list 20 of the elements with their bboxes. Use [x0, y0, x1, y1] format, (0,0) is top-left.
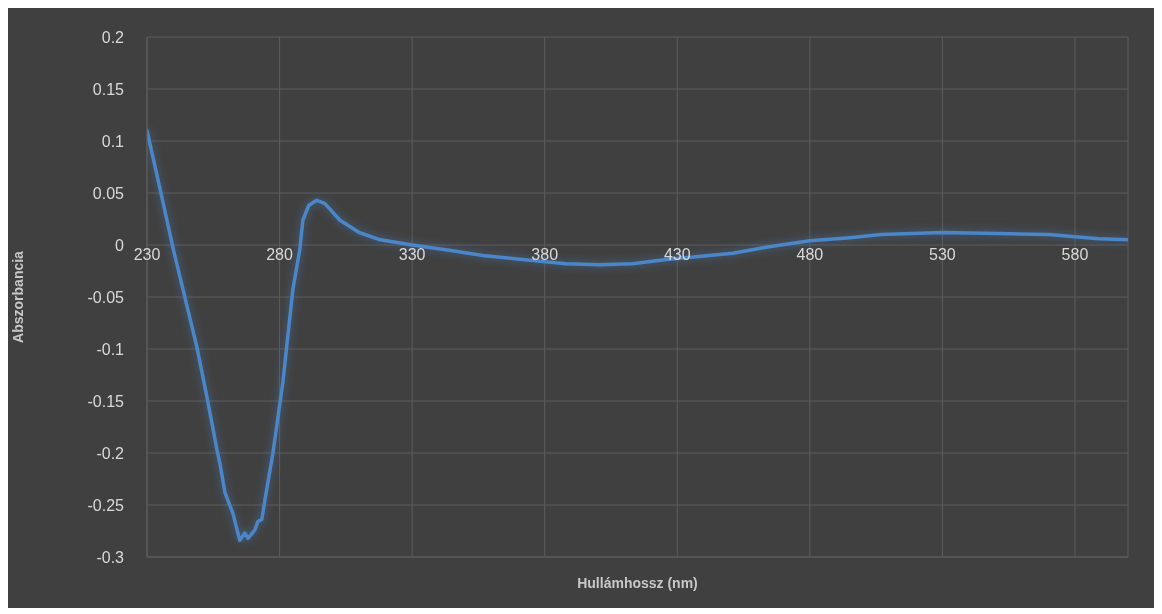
y-tick-label: 0.05: [92, 184, 125, 202]
x-tick-label: 480: [796, 246, 824, 263]
y-tick-label: -0.1: [96, 340, 125, 358]
y-tick-label: 0.15: [92, 80, 125, 98]
y-tick-label: 0.1: [101, 132, 125, 150]
x-tick-label: 230: [133, 246, 161, 263]
y-axis-title: Abszorbancia: [10, 250, 26, 343]
y-tick-label: 0: [115, 236, 125, 254]
y-tick-label: 0.2: [101, 28, 125, 46]
x-axis-title: Hullámhossz (nm): [577, 575, 698, 591]
y-tick-label: -0.05: [87, 288, 125, 306]
y-tick-label: -0.2: [96, 444, 125, 462]
x-tick-label: 330: [398, 246, 426, 263]
x-tick-label: 280: [266, 246, 294, 263]
x-tick-label: 530: [929, 246, 956, 263]
x-tick-label: 380: [531, 246, 559, 263]
y-tick-label: -0.3: [96, 548, 125, 566]
x-tick-label: 580: [1061, 246, 1089, 263]
y-tick-label: -0.25: [87, 496, 125, 514]
y-tick-label: -0.15: [87, 392, 125, 410]
